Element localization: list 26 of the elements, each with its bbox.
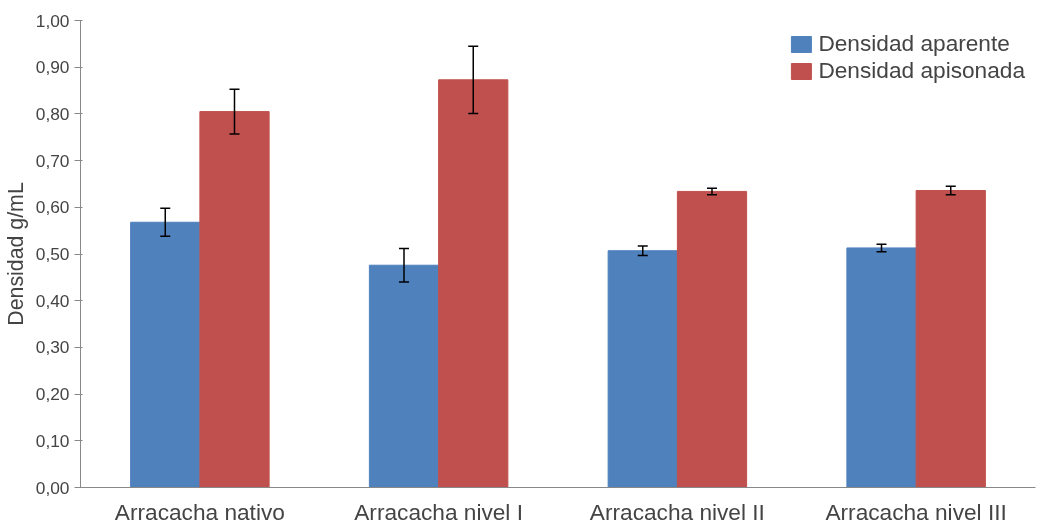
y-tick-label: 0,90	[35, 57, 70, 78]
bar	[846, 247, 917, 488]
bar	[438, 79, 509, 488]
x-tick-label: Arracacha nivel I	[354, 498, 524, 525]
y-tick-label: 0,60	[35, 197, 70, 218]
y-tick-label: 0,40	[35, 290, 70, 311]
y-tick-label: 0,80	[35, 103, 70, 124]
y-tick-label: 1,00	[35, 10, 70, 31]
y-axis-title: Densidad g/mL	[3, 182, 28, 326]
y-tick-label: 0,70	[35, 150, 70, 171]
bar	[368, 264, 440, 488]
bar	[607, 250, 678, 488]
y-tick-label: 0,00	[35, 477, 70, 498]
legend-label: Densidad aparente	[818, 30, 1010, 57]
legend-label: Densidad apisonada	[818, 57, 1025, 84]
bar	[130, 221, 201, 488]
y-tick-label: 0,50	[35, 244, 70, 264]
x-tick-label: Arracacha nativo	[114, 498, 285, 525]
bar	[199, 111, 270, 488]
bar	[676, 190, 748, 488]
y-tick-label: 0,10	[35, 430, 70, 451]
x-tick-label: Arracacha nivel III	[825, 498, 1007, 525]
bar	[915, 189, 986, 488]
y-tick-label: 0,30	[35, 337, 70, 358]
x-tick-label: Arracacha nivel II	[589, 498, 765, 525]
y-tick-label: 0,20	[35, 384, 70, 405]
